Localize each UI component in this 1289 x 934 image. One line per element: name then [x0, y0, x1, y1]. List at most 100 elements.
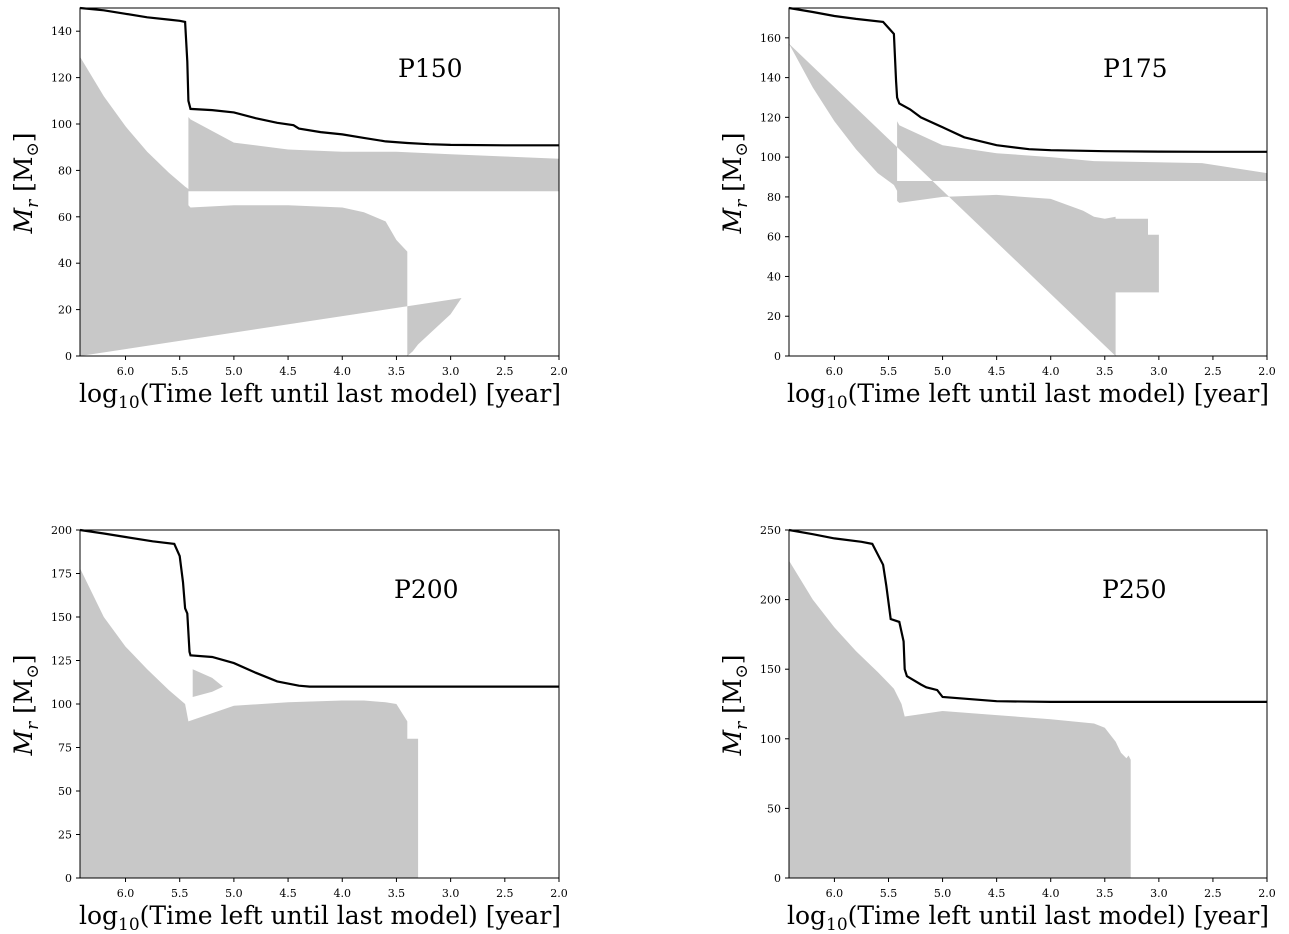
total-mass-line: [79, 528, 559, 688]
plot-area: [79, 528, 560, 879]
convective-region-1: [789, 560, 1131, 878]
y-tick-label: 175: [51, 568, 72, 581]
convective-region-1: [80, 568, 419, 878]
axes-frame: [788, 7, 1268, 357]
x-tick-label: 3.0: [1150, 365, 1168, 378]
y-tick-label: 0: [774, 350, 781, 363]
x-tick-label: 4.5: [279, 887, 297, 900]
x-tick-label: 5.5: [171, 365, 189, 378]
x-tick-label: 2.5: [496, 887, 514, 900]
x-tick-label: 2.5: [1204, 365, 1222, 378]
x-tick-label: 5.0: [934, 365, 952, 378]
y-tick-label: 20: [58, 304, 72, 317]
y-tick-label: 120: [760, 111, 781, 124]
x-axis-label: log10(Time left until last model) [year]: [79, 901, 561, 934]
x-tick-label: 3.0: [1150, 887, 1168, 900]
y-tick-label: 150: [51, 611, 72, 624]
plot-area: [788, 528, 1268, 879]
convective-region-2: [192, 669, 223, 697]
x-tick-label: 6.0: [117, 887, 135, 900]
x-tick-label: 4.5: [988, 887, 1006, 900]
x-ticks: 6.0 5.5 5.0 4.5 4.0 3.5 3.0 2.5 2.0: [826, 878, 1276, 900]
y-tick-label: 75: [58, 742, 72, 755]
x-ticks: 6.0 5.5 5.0 4.5 4.0 3.5 3.0 2.5 2.0: [117, 878, 568, 900]
y-tick-label: 120: [51, 72, 72, 85]
x-ticks: 6.0 5.5 5.0 4.5 4.0 3.5 3.0 2.5 2.0: [117, 356, 568, 378]
y-tick-label: 150: [760, 663, 781, 676]
total-mass-line: [79, 6, 559, 147]
y-ticks: 0 50 100 150 200 250: [760, 524, 789, 885]
panel-p200: P200 6.0 5.5 5.0 4.5 4.0 3.5 3.0 2.5 2.0 0 25 50 75…: [9, 524, 568, 934]
x-axis-label: log10(Time left until last model) [year]: [787, 379, 1269, 413]
y-tick-label: 100: [51, 698, 72, 711]
panel-p250: P250 6.0 5.5 5.0 4.5 4.0 3.5 3.0 2.5 2.0 0 50 100 1…: [718, 524, 1276, 934]
x-tick-label: 3.5: [1096, 887, 1114, 900]
axes-frame: [788, 529, 1268, 879]
x-tick-label: 4.0: [334, 365, 352, 378]
x-tick-label: 2.0: [550, 365, 568, 378]
x-tick-label: 3.5: [388, 887, 406, 900]
y-tick-label: 0: [774, 872, 781, 885]
panel-p150: P150 6.0 5.5 5.0 4.5 4.0 3.5 3.0 2.5 2.0 0 20 40 60…: [9, 6, 568, 413]
axes-frame: [79, 7, 560, 357]
x-tick-label: 5.5: [171, 887, 189, 900]
y-ticks: 0 25 50 75 100 125 150 175 200: [51, 524, 80, 885]
convective-region-1: [789, 43, 1267, 357]
x-tick-label: 4.0: [334, 887, 352, 900]
y-tick-label: 50: [58, 785, 72, 798]
panel-title: P150: [398, 54, 463, 83]
x-tick-label: 3.0: [442, 365, 460, 378]
x-tick-label: 5.5: [880, 887, 898, 900]
y-tick-label: 200: [760, 594, 781, 607]
x-tick-label: 6.0: [826, 887, 844, 900]
y-tick-label: 125: [51, 655, 72, 668]
x-tick-label: 4.0: [1042, 887, 1060, 900]
x-tick-label: 5.0: [225, 887, 243, 900]
y-ticks: 0 20 40 60 80 100 120 140 160: [760, 32, 789, 363]
x-axis-label: log10(Time left until last model) [year]: [79, 379, 561, 413]
y-tick-label: 100: [760, 733, 781, 746]
x-tick-label: 5.5: [880, 365, 898, 378]
y-tick-label: 80: [58, 164, 72, 177]
y-tick-label: 250: [760, 524, 781, 537]
x-tick-label: 2.0: [1258, 365, 1276, 378]
x-ticks: 6.0 5.5 5.0 4.5 4.0 3.5 3.0 2.5 2.0: [826, 356, 1276, 378]
x-tick-label: 4.0: [1042, 365, 1060, 378]
total-mass-line: [788, 6, 1267, 153]
panel-p175: P175 6.0 5.5 5.0 4.5 4.0 3.5 3.0 2.5 2.0 0 20 40 60…: [718, 6, 1276, 413]
x-tick-label: 4.5: [988, 365, 1006, 378]
x-tick-label: 3.5: [1096, 365, 1114, 378]
y-ticks: 0 20 40 60 80 100 120 140: [51, 25, 80, 363]
x-tick-label: 2.0: [550, 887, 568, 900]
panel-title: P175: [1103, 54, 1168, 83]
x-tick-label: 6.0: [117, 365, 135, 378]
y-tick-label: 40: [767, 270, 781, 283]
y-tick-label: 20: [767, 310, 781, 323]
x-tick-label: 5.0: [934, 887, 952, 900]
y-tick-label: 0: [65, 350, 72, 363]
y-axis-label: Mr [M⊙]: [9, 132, 43, 234]
y-tick-label: 60: [767, 231, 781, 244]
y-tick-label: 80: [767, 191, 781, 204]
y-tick-label: 100: [51, 118, 72, 131]
y-axis-label: Mr [M⊙]: [9, 654, 43, 756]
panel-title: P250: [1102, 575, 1167, 604]
x-tick-label: 3.5: [388, 365, 406, 378]
x-tick-label: 3.0: [442, 887, 460, 900]
y-axis-label: Mr [M⊙]: [718, 654, 752, 756]
x-tick-label: 5.0: [225, 365, 243, 378]
plot-area: [788, 6, 1268, 357]
y-tick-label: 50: [767, 802, 781, 815]
x-tick-label: 2.0: [1258, 887, 1276, 900]
y-tick-label: 140: [51, 25, 72, 38]
x-tick-label: 2.5: [496, 365, 514, 378]
y-axis-label: Mr [M⊙]: [718, 132, 752, 234]
panel-title: P200: [394, 575, 459, 604]
x-axis-label: log10(Time left until last model) [year]: [787, 901, 1269, 934]
y-tick-label: 140: [760, 72, 781, 85]
y-tick-label: 160: [760, 32, 781, 45]
y-tick-label: 40: [58, 257, 72, 270]
y-tick-label: 25: [58, 829, 72, 842]
y-tick-label: 60: [58, 211, 72, 224]
